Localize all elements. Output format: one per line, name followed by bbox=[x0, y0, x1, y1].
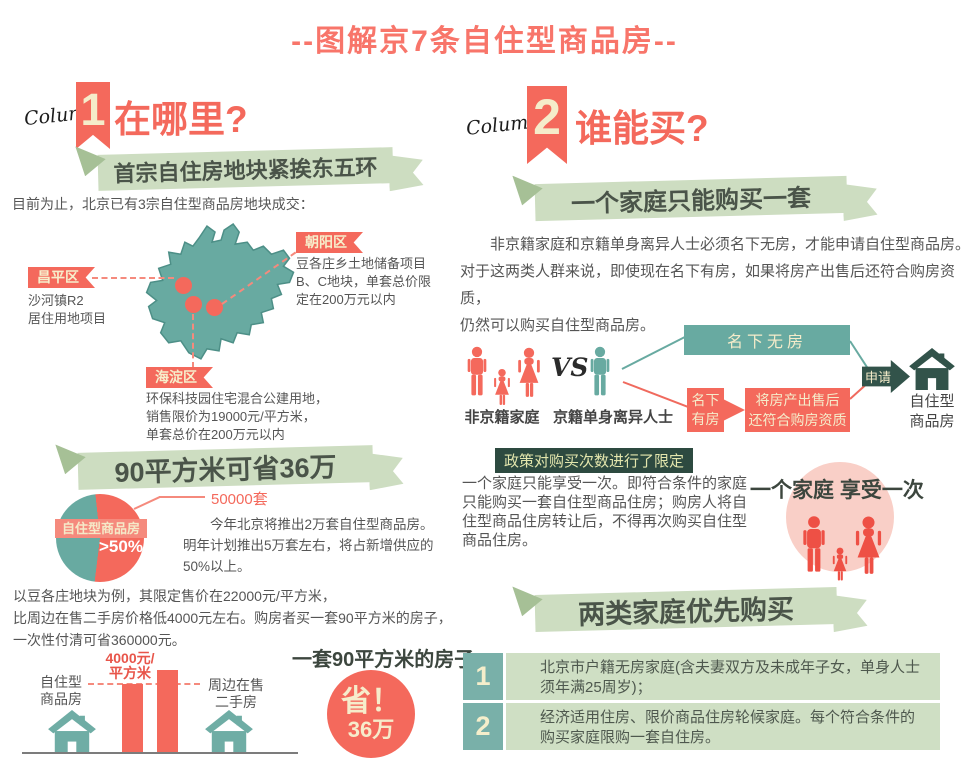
banner-one-per-family: 一个家庭只能购买一套 bbox=[535, 176, 848, 222]
banner-tail-icon bbox=[369, 452, 404, 490]
district-desc-haidian: 环保科技园住宅混合公建用地， 销售限价为19000元/平方米， 单套总价在200… bbox=[146, 391, 329, 442]
dash-line-changping bbox=[92, 277, 174, 279]
beijing-map bbox=[145, 223, 295, 360]
column1-ribbon-number: 1 bbox=[76, 82, 110, 149]
district-tag-changping: 昌平区 bbox=[28, 267, 95, 288]
bar-baseline bbox=[22, 752, 298, 754]
pie-chart bbox=[56, 494, 144, 582]
pie-callout-line bbox=[159, 496, 205, 498]
column2-ribbon-number: 2 bbox=[527, 86, 567, 164]
girl-icon bbox=[832, 547, 848, 581]
bar-self-occupied bbox=[122, 684, 143, 753]
single-label: 京籍单身离异人士 bbox=[552, 409, 673, 426]
dash-line-haidian bbox=[192, 314, 194, 368]
result-house-icon bbox=[909, 348, 955, 390]
banner-save-text: 90平方米可省36万 bbox=[114, 452, 337, 488]
sell-house-box: 将房产出售后 还符合购房资质 bbox=[745, 388, 850, 432]
district-desc-chaoyang: 豆各庄乡土地储备项目 B、C地块，单套总价限 定在200万元以内 bbox=[296, 256, 432, 307]
district-tag-haidian: 海淀区 bbox=[146, 367, 213, 388]
no-house-box: 名下无房 bbox=[684, 325, 850, 355]
flow-line-no-house bbox=[621, 336, 685, 370]
pie-callout-line bbox=[133, 496, 160, 510]
banner-priority: 两类家庭优先购买 bbox=[535, 587, 838, 632]
district-desc-changping: 沙河镇R2 居住用地项目 bbox=[28, 293, 107, 326]
save-badge-top: 省！ bbox=[341, 685, 401, 718]
single-person-icon bbox=[590, 346, 610, 396]
policy-tag: 政策对购买次数进行了限定 bbox=[495, 448, 694, 473]
map-dot-chaoyang bbox=[206, 299, 223, 316]
eligibility-paragraph: 非京籍家庭和京籍单身离异人士必须名下无房，才能申请自住型商品房。 对于这两类人群… bbox=[460, 236, 969, 334]
bar-diff-label: 4000元/ 平方米 bbox=[105, 650, 155, 681]
map-intro-text: 目前为止，北京已有3宗自住型商品房地块成交： bbox=[12, 196, 314, 212]
save-heading: 一套90平方米的房子 bbox=[292, 649, 475, 671]
house-icon bbox=[205, 710, 253, 754]
pie-callout-value: 50000套 bbox=[211, 491, 268, 508]
house-icon bbox=[48, 710, 96, 754]
man-icon bbox=[467, 346, 487, 396]
page-title: --图解京7条自住型商品房-- bbox=[291, 25, 678, 58]
banner-location: 首宗自住房地块紧挨东五环 bbox=[98, 147, 394, 191]
priority-item-text: 北京市户籍无房家庭(含夫妻双方及未成年子女，单身人士须年满25周岁)； bbox=[506, 653, 940, 700]
banner-save: 90平方米可省36万 bbox=[78, 445, 374, 490]
pie-note-text: 今年北京将推出2万套自住型商品房。 明年计划推出5万套左右，将占新增供应的 50… bbox=[183, 517, 434, 574]
map-dot-changping bbox=[175, 277, 192, 294]
priority-item-number: 1 bbox=[463, 653, 503, 700]
vs-text: VS bbox=[551, 353, 589, 382]
pie-slice-percent: >50% bbox=[99, 537, 143, 556]
priority-item-number: 2 bbox=[463, 703, 503, 750]
bar-right-label: 周边在售 二手房 bbox=[208, 677, 264, 710]
bar-left-label: 自住型 商品房 bbox=[40, 674, 82, 707]
banner-fold-icon bbox=[75, 146, 106, 177]
once-headline: 一个家庭 享受一次 bbox=[750, 479, 924, 502]
priority-item-text: 经济适用住房、限价商品住房轮候家庭。每个符合条件的购买家庭限购一套自住房。 bbox=[506, 703, 940, 750]
apply-arrow: 申请 bbox=[862, 360, 910, 393]
column2-title: 谁能买? bbox=[575, 108, 709, 149]
woman-icon bbox=[855, 516, 882, 574]
family-label: 非京籍家庭 bbox=[464, 409, 540, 426]
price-paragraph: 以豆各庄地块为例，其限定售价在22000元/平方米， 比周边在售二手房价格低40… bbox=[13, 588, 452, 648]
banner-tail-icon bbox=[843, 183, 878, 221]
banner-fold-icon bbox=[512, 175, 543, 206]
apply-arrow-label: 申请 bbox=[865, 370, 892, 385]
flow-line-has-house bbox=[622, 381, 689, 409]
save-badge-bottom: 36万 bbox=[347, 717, 395, 742]
woman-icon bbox=[518, 347, 540, 397]
save-badge: 省！ 36万 bbox=[327, 670, 415, 758]
banner-fold-icon bbox=[512, 586, 543, 617]
banner-fold-icon bbox=[55, 444, 86, 475]
column1-title: 在哪里? bbox=[114, 99, 248, 140]
district-tag-chaoyang: 朝阳区 bbox=[296, 232, 363, 253]
banner-tail-icon bbox=[389, 154, 424, 191]
has-house-box: 名下 有房 bbox=[687, 388, 724, 432]
banner-tail-icon bbox=[833, 594, 868, 632]
map-dot-haidian bbox=[185, 296, 202, 313]
banner-one-per-family-text: 一个家庭只能购买一套 bbox=[570, 184, 812, 219]
girl-icon bbox=[494, 368, 510, 406]
banner-priority-text: 两类家庭优先购买 bbox=[577, 594, 795, 630]
once-paragraph: 一个家庭只能享受一次。即符合条件的家庭 只能购买一套自住型商品住房；购房人将自 … bbox=[462, 475, 748, 549]
pie-slice-label: 自住型商品房 bbox=[55, 519, 147, 538]
banner-location-text: 首宗自住房地块紧挨东五环 bbox=[113, 154, 378, 187]
bar-diff-dash-line bbox=[88, 683, 200, 685]
man-icon bbox=[803, 516, 825, 572]
bar-secondhand bbox=[157, 670, 178, 753]
red-arrow-icon bbox=[723, 399, 745, 421]
result-house-label: 自住型 商品房 bbox=[909, 393, 955, 430]
